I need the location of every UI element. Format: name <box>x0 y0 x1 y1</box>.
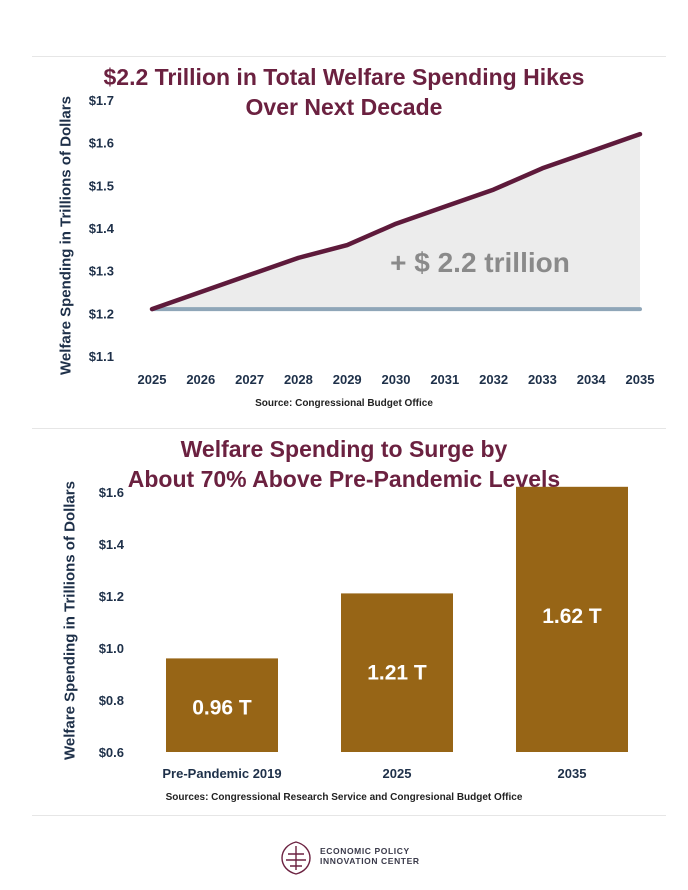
top-x-tick-label: 2030 <box>382 372 411 387</box>
bottom-y-tick-label: $1.2 <box>99 589 124 604</box>
bar <box>166 658 278 752</box>
bottom-x-tick-label: 2035 <box>558 766 587 781</box>
top-y-tick-label: $1.5 <box>89 178 114 193</box>
top-x-tick-label: 2027 <box>235 372 264 387</box>
eagle-logo-icon <box>281 841 311 875</box>
top-x-tick-label: 2035 <box>626 372 655 387</box>
bottom-y-tick-label: $1.6 <box>99 485 124 500</box>
logo-line1: ECONOMIC POLICY <box>320 846 410 856</box>
bottom-y-tick-label: $1.0 <box>99 641 124 656</box>
spending-series-line <box>149 131 643 312</box>
logo-line2: INNOVATION CENTER <box>320 856 420 866</box>
bar <box>516 486 628 752</box>
top-y-tick-label: $1.4 <box>89 221 115 236</box>
bottom-chart-title-line2: About 70% Above Pre-Pandemic Levels <box>127 466 561 492</box>
increase-annotation: + $ 2.2 trillion <box>390 247 570 278</box>
top-chart-source: Source: Congressional Budget Office <box>255 398 433 409</box>
top-x-tick-label: 2033 <box>528 372 557 387</box>
bottom-bar-chart: $0.6 $0.8 $1.0 $1.2 $1.4 $1.6 0.96 T Pre-Pandem… <box>99 485 628 781</box>
top-divider <box>32 56 666 57</box>
bar-data-label: 1.21 T <box>367 661 427 684</box>
top-y-tick-label: $1.6 <box>89 136 114 151</box>
top-y-tick-label: $1.2 <box>89 306 114 321</box>
bottom-y-tick-label: $1.4 <box>99 537 125 552</box>
bar <box>341 593 453 752</box>
top-x-tick-label: 2025 <box>138 372 167 387</box>
bottom-chart-title: Welfare Spending to Surge by About 70% A… <box>0 434 688 494</box>
bottom-y-tick-label: $0.8 <box>99 693 124 708</box>
bottom-chart-source: Sources: Congressional Research Service … <box>165 792 523 803</box>
top-x-tick-label: 2034 <box>577 372 607 387</box>
top-y-tick-label: $1.3 <box>89 264 114 279</box>
growth-area <box>152 134 640 310</box>
bottom-chart-title-line1: Welfare Spending to Surge by <box>180 436 508 462</box>
top-chart-title-line1: $2.2 Trillion in Total Welfare Spending … <box>103 64 585 90</box>
top-line-chart: $1.1 $1.2 $1.3 $1.4 $1.5 $1.6 $1.7 2025 2026 2027… <box>89 93 655 387</box>
bottom-divider <box>32 815 666 816</box>
top-y-tick-label: $1.7 <box>89 93 114 108</box>
top-chart-title-line2: Over Next Decade <box>245 94 443 120</box>
top-x-tick-label: 2029 <box>333 372 362 387</box>
bar-data-label: 1.62 T <box>542 605 602 628</box>
top-x-tick-label: 2028 <box>284 372 313 387</box>
top-x-tick-label: 2026 <box>186 372 215 387</box>
top-x-tick-label: 2031 <box>430 372 459 387</box>
bottom-x-tick-label: 2025 <box>383 766 412 781</box>
top-x-tick-label: 2032 <box>479 372 508 387</box>
middle-divider <box>32 428 666 429</box>
logo-text: ECONOMIC POLICY INNOVATION CENTER <box>320 846 420 866</box>
bottom-y-tick-label: $0.6 <box>99 745 124 760</box>
bar-data-label: 0.96 T <box>192 696 252 719</box>
bottom-x-tick-label: Pre-Pandemic 2019 <box>162 766 281 781</box>
top-chart-title: $2.2 Trillion in Total Welfare Spending … <box>0 62 688 122</box>
top-y-tick-label: $1.1 <box>89 349 114 364</box>
